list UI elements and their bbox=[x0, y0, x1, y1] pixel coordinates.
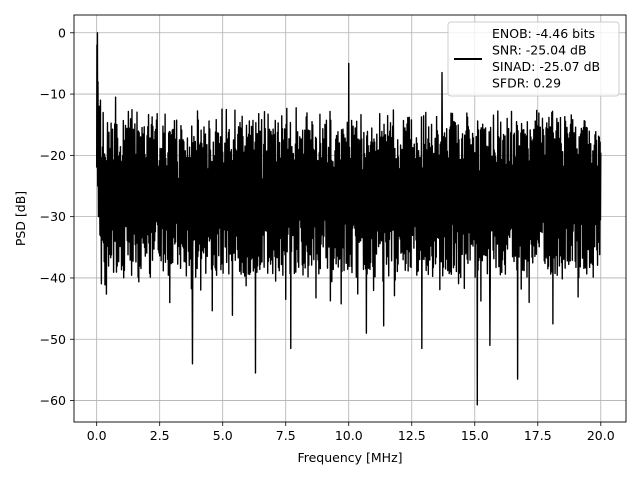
legend-text-sfdr: SFDR: 0.29 bbox=[492, 76, 561, 91]
y-tick-label: 0 bbox=[58, 25, 66, 40]
legend: ENOB: -4.46 bits SNR: -25.04 dB SINAD: -… bbox=[447, 21, 620, 97]
x-axis-label: Frequency [MHz] bbox=[297, 450, 402, 465]
legend-text-sinad: SINAD: -25.07 dB bbox=[492, 59, 600, 74]
x-tick-label: 15.0 bbox=[461, 428, 489, 443]
y-tick-label: −40 bbox=[40, 270, 66, 285]
x-tick-label: 7.5 bbox=[276, 428, 296, 443]
plot-area bbox=[95, 32, 602, 406]
x-tick-label: 5.0 bbox=[213, 428, 233, 443]
x-tick-label: 2.5 bbox=[150, 428, 170, 443]
y-tick-label: −30 bbox=[40, 209, 66, 224]
legend-text-snr: SNR: -25.04 dB bbox=[492, 43, 587, 58]
x-tick-label: 17.5 bbox=[524, 428, 552, 443]
y-tick-label: −60 bbox=[40, 393, 66, 408]
y-axis-label: PSD [dB] bbox=[13, 191, 28, 246]
x-axis: 0.0 2.5 5.0 7.5 10.0 12.5 15.0 17.5 20.0 bbox=[87, 422, 615, 443]
x-tick-label: 0.0 bbox=[87, 428, 107, 443]
axes-frame bbox=[73, 14, 627, 423]
y-tick-label: −20 bbox=[40, 148, 66, 163]
psd-series-line bbox=[95, 32, 602, 406]
legend-text-enob: ENOB: -4.46 bits bbox=[492, 26, 595, 41]
y-axis: 0 −10 −20 −30 −40 −50 −60 bbox=[40, 25, 74, 408]
y-tick-label: −10 bbox=[40, 87, 66, 102]
y-tick-label: −50 bbox=[40, 332, 66, 347]
x-tick-label: 20.0 bbox=[587, 428, 615, 443]
x-tick-label: 10.0 bbox=[335, 428, 363, 443]
x-tick-label: 12.5 bbox=[398, 428, 426, 443]
legend-box bbox=[447, 21, 620, 97]
